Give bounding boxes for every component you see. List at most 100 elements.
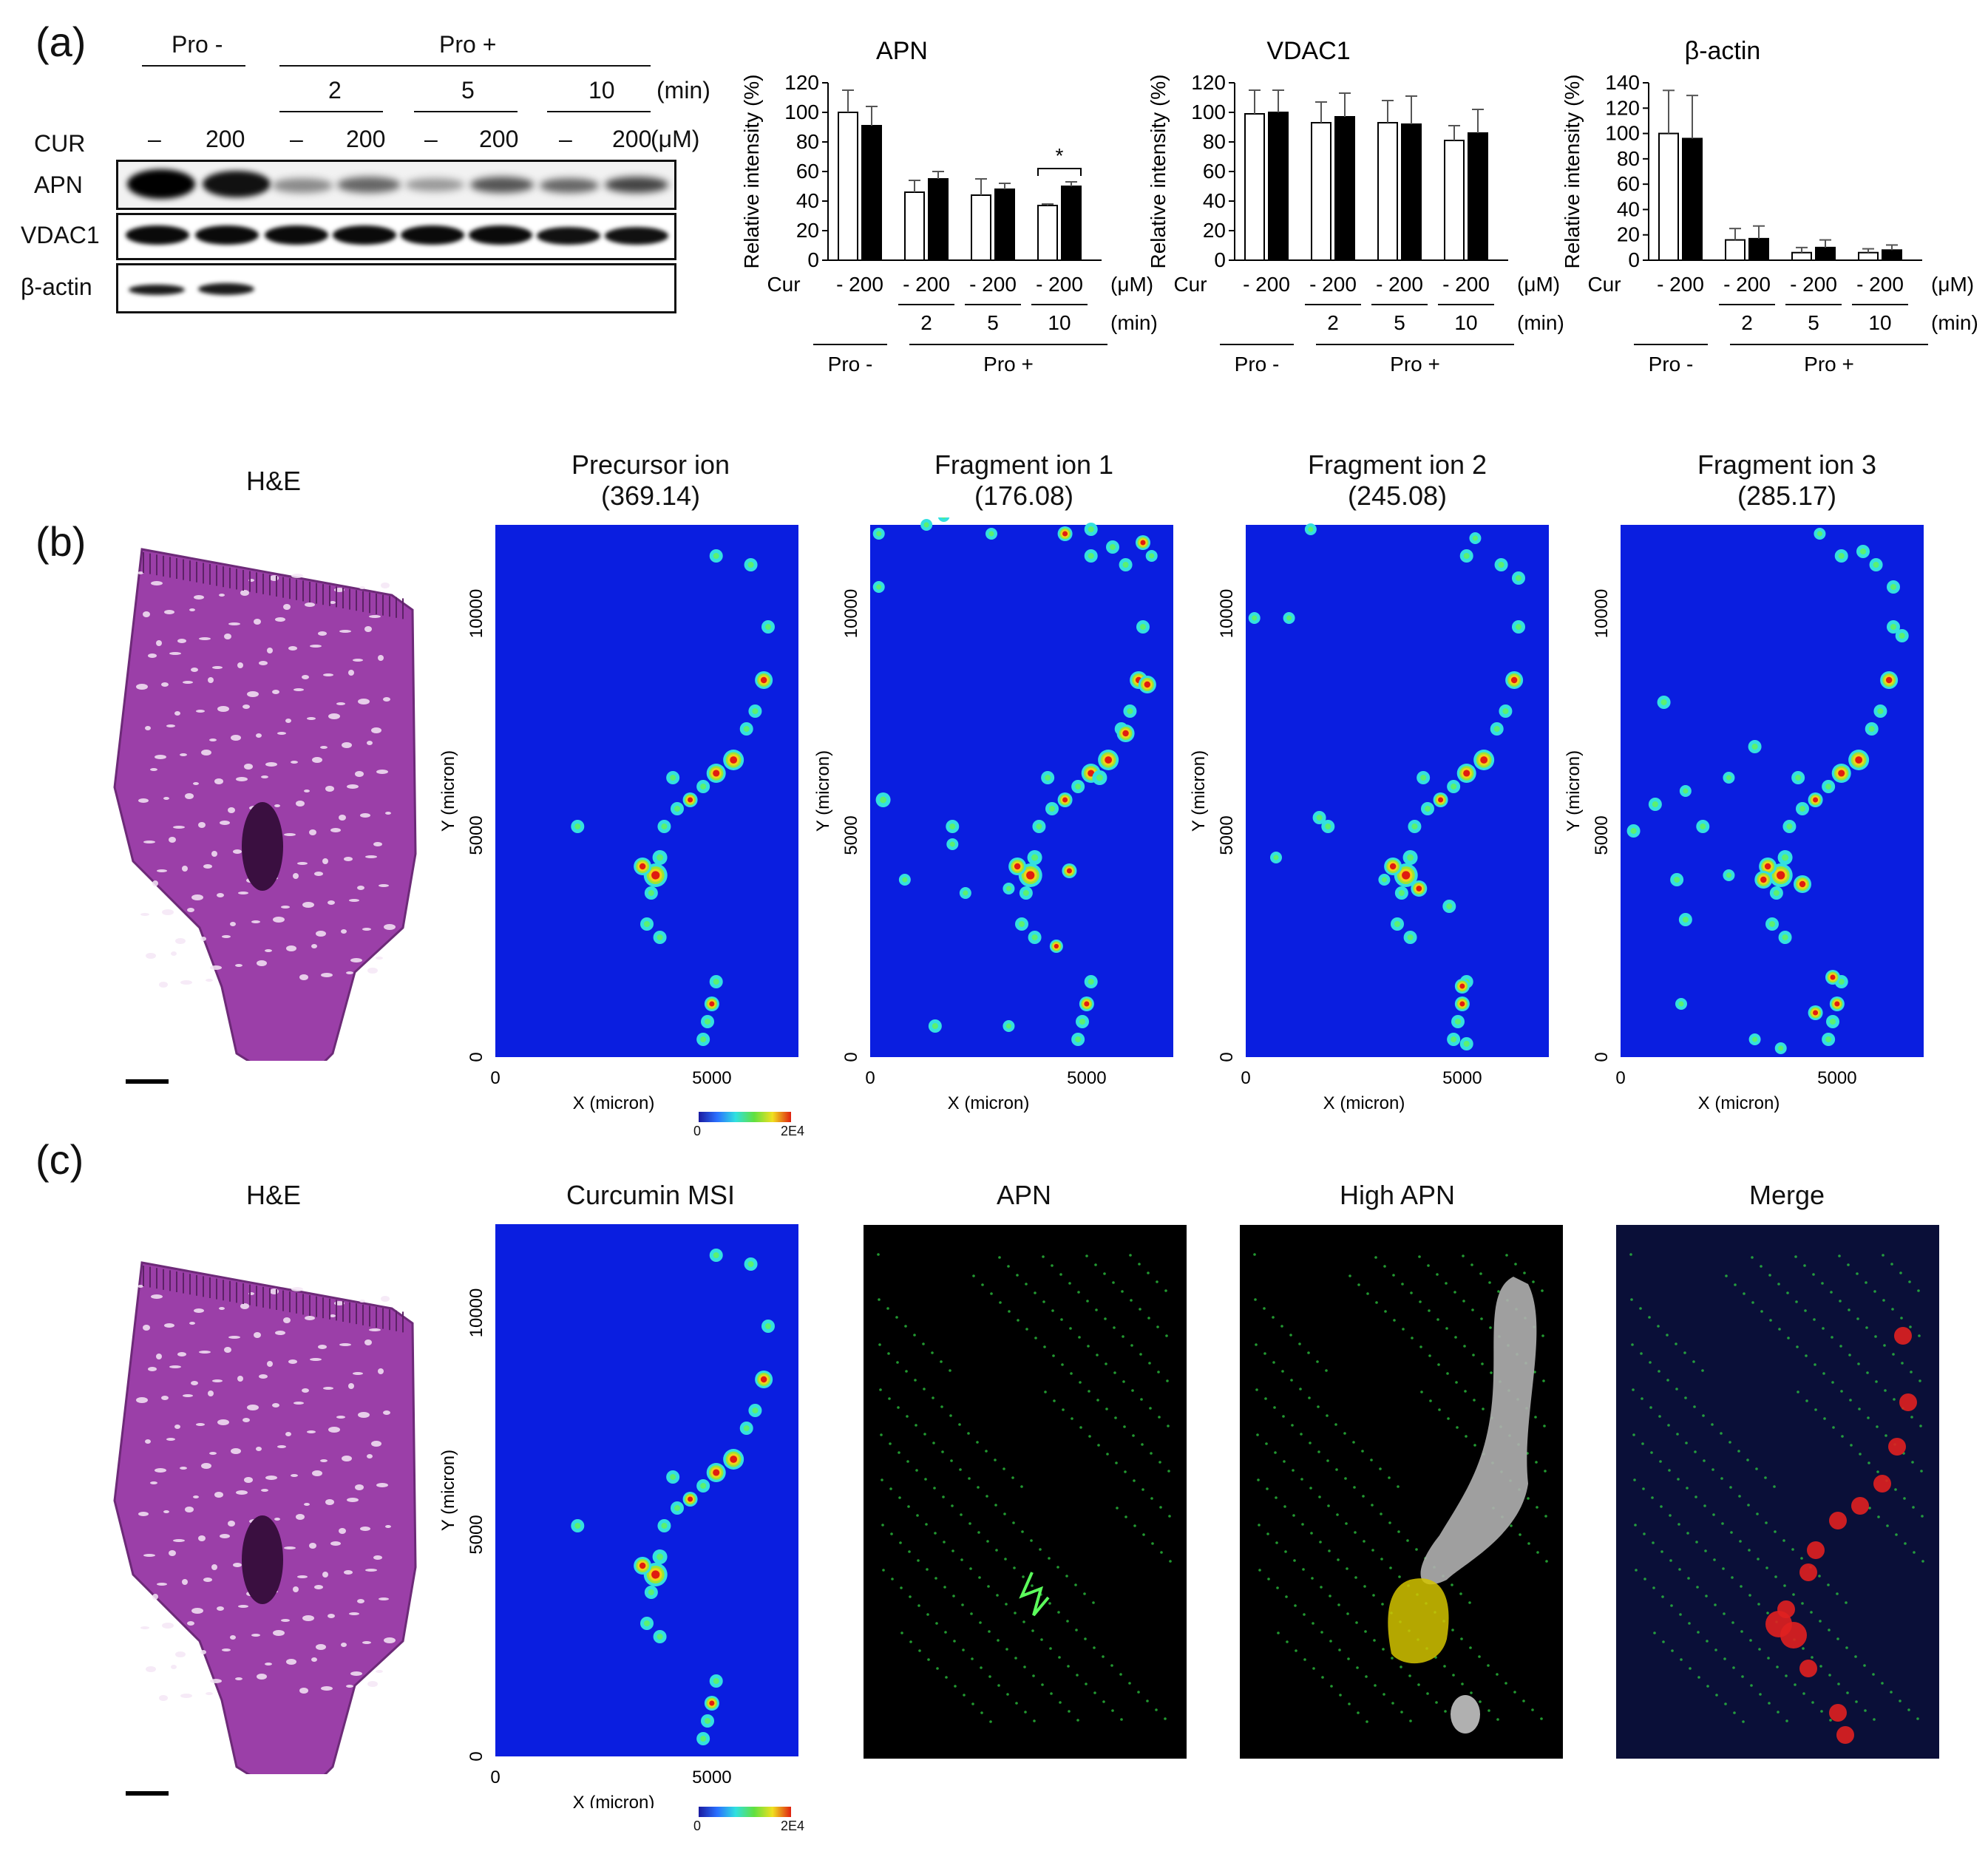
y-tick-label: 0 xyxy=(1592,1052,1612,1062)
panel-b-he-title: H&E xyxy=(245,466,302,496)
msi-spot xyxy=(1773,889,1780,897)
apn-dot xyxy=(1274,1451,1277,1454)
tissue-pore xyxy=(150,768,157,771)
fluorescence-apn-image xyxy=(864,1225,1187,1759)
tissue-pore xyxy=(187,908,194,912)
tissue-pore xyxy=(365,1569,377,1572)
tissue-pore xyxy=(383,1410,390,1415)
tissue-pore xyxy=(146,1666,156,1672)
apn-dot xyxy=(1415,1548,1418,1551)
tissue-pore xyxy=(339,815,346,821)
msi-spot xyxy=(1683,788,1689,794)
tissue-pore xyxy=(373,842,382,846)
tissue-pore xyxy=(265,762,277,767)
apn-dot xyxy=(1408,1674,1411,1677)
wb-time-rule xyxy=(414,111,518,112)
tissue-pore xyxy=(302,902,314,908)
apn-dot xyxy=(1777,1711,1780,1714)
high-apn-region xyxy=(1451,1695,1480,1734)
tissue-pore xyxy=(164,1323,174,1328)
apn-dot xyxy=(1336,1513,1339,1516)
apn-dot xyxy=(1811,1656,1814,1659)
tissue-pore xyxy=(293,873,299,879)
apn-dot xyxy=(1828,1674,1831,1677)
apn-dot xyxy=(1003,1512,1006,1515)
apn-dot xyxy=(1785,1719,1788,1722)
apn-dot xyxy=(1263,1352,1266,1355)
apn-dot xyxy=(1841,1435,1844,1438)
tissue-pore xyxy=(257,960,267,966)
apn-dot xyxy=(1750,1684,1753,1687)
tissue-pore xyxy=(217,706,229,712)
apn-dot xyxy=(1848,1308,1850,1311)
x-tick-label: 0 xyxy=(490,1068,500,1088)
tissue-pore xyxy=(228,807,235,813)
tissue-pore xyxy=(191,1608,203,1614)
apn-dot xyxy=(979,1621,982,1624)
tissue-pore xyxy=(381,1296,390,1302)
apn-dot xyxy=(1836,1637,1839,1640)
msi-map-fragment-2: 0 5000 X (micron) 0 5000 10000 Y (micron) xyxy=(1189,523,1549,1113)
y-tick-label: 40 xyxy=(796,189,819,212)
apn-dot xyxy=(1722,1567,1725,1570)
scale-bar xyxy=(126,1079,169,1084)
x-axis-label: X (micron) xyxy=(573,1793,655,1808)
x-treatment-label: Cur xyxy=(1587,273,1621,296)
apn-dot xyxy=(1490,1371,1493,1374)
tissue-pore xyxy=(307,1430,316,1433)
apn-dot xyxy=(1854,1655,1857,1658)
tissue-pore xyxy=(347,784,359,789)
msi-spot xyxy=(923,522,929,528)
tissue-pore xyxy=(373,1555,382,1560)
apn-dot xyxy=(1299,1388,1302,1390)
apn-dot xyxy=(1254,1298,1257,1301)
chart-title: VDAC1 xyxy=(1266,37,1350,65)
wb-band xyxy=(405,178,464,191)
apn-dot xyxy=(971,1702,974,1705)
apn-dot xyxy=(1758,1648,1761,1651)
apn-dot xyxy=(1877,1515,1880,1518)
apn-dot xyxy=(1899,1700,1902,1702)
tissue-pore xyxy=(330,828,341,832)
msi-spot xyxy=(1472,535,1479,541)
tissue-pore xyxy=(307,717,316,720)
tissue-pore xyxy=(288,1359,297,1364)
tissue-pore xyxy=(143,1554,155,1557)
wb-group-rule xyxy=(142,65,245,67)
tissue-pore xyxy=(159,982,168,988)
msi-spot xyxy=(1777,871,1785,880)
tissue-pore xyxy=(330,1541,341,1546)
wb-band xyxy=(198,283,254,295)
apn-dot xyxy=(1840,1390,1843,1393)
tissue-pore xyxy=(376,1483,388,1487)
apn-dot xyxy=(1106,1453,1109,1456)
tissue-pore xyxy=(378,655,384,661)
msi-spot xyxy=(752,1407,759,1414)
tissue-pore xyxy=(310,1358,322,1361)
tissue-pore xyxy=(267,648,273,653)
y-axis-label: Y (micron) xyxy=(813,750,833,832)
apn-dot xyxy=(1156,1325,1159,1328)
msi-spot xyxy=(1446,903,1453,910)
apn-dot xyxy=(1062,1408,1065,1411)
apn-dot xyxy=(1882,1254,1884,1257)
apn-dot xyxy=(881,1524,884,1527)
apn-dot xyxy=(961,1603,964,1606)
tissue-pore xyxy=(163,797,169,800)
msi-spot xyxy=(1122,730,1129,737)
x-treatment-label: Cur xyxy=(767,273,800,296)
tissue-pore xyxy=(336,702,345,705)
apn-dot xyxy=(1740,1630,1743,1633)
apn-dot xyxy=(1677,1478,1680,1481)
apn-dot xyxy=(1303,1613,1306,1616)
apn-dot xyxy=(1400,1711,1403,1714)
apn-dot xyxy=(1102,1700,1105,1703)
apn-dot xyxy=(1348,1274,1351,1277)
msi-spot xyxy=(1799,805,1806,812)
apn-dot xyxy=(1800,1557,1803,1560)
apn-dot xyxy=(1714,1603,1717,1606)
apn-dot xyxy=(1114,1416,1117,1419)
msi-spot xyxy=(1088,978,1094,985)
apn-dot xyxy=(1900,1317,1903,1320)
apn-dot xyxy=(1346,1612,1349,1615)
